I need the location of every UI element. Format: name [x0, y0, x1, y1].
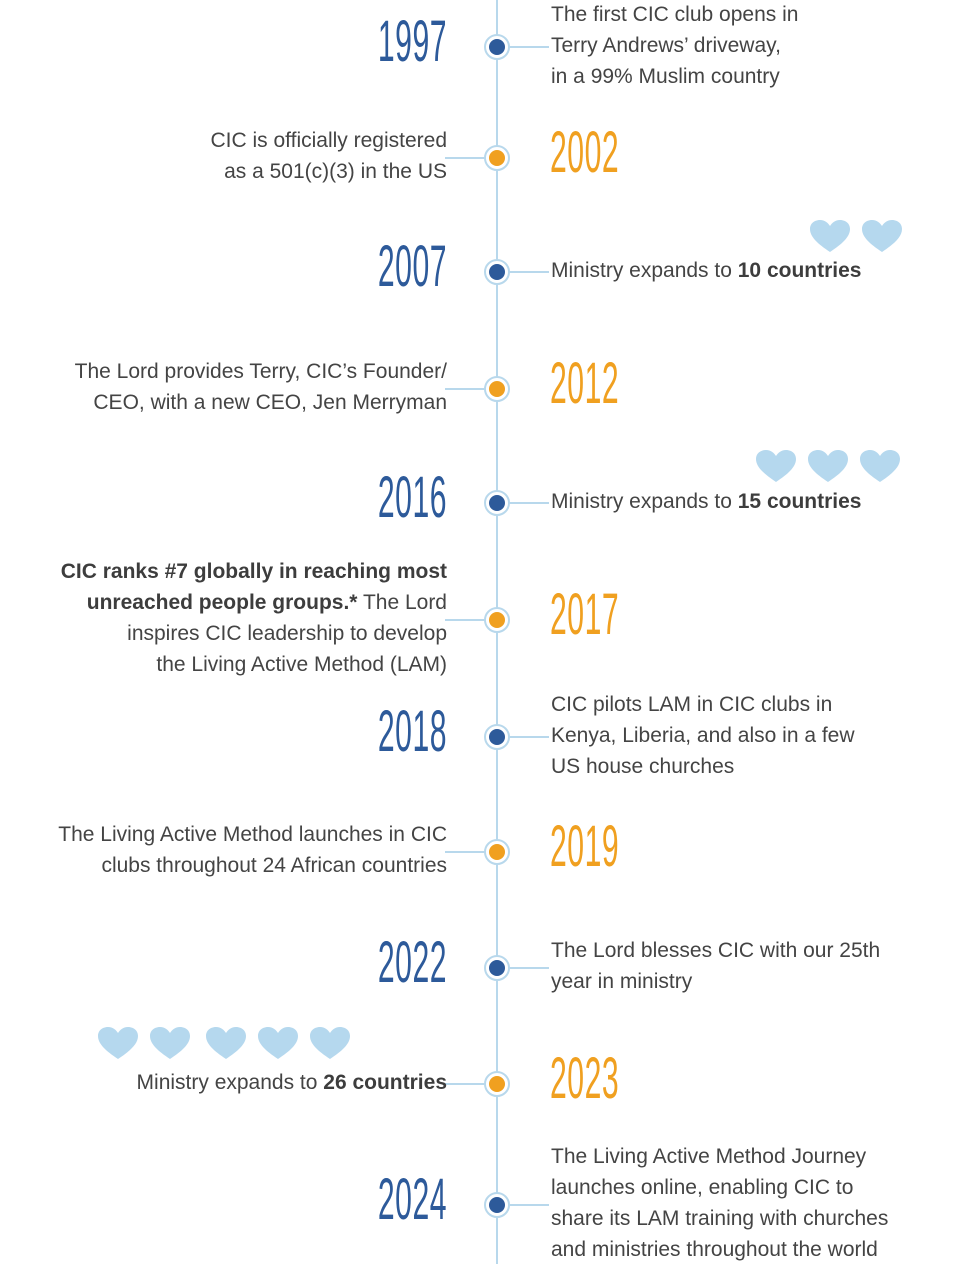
text: inspires CIC leadership to develop	[127, 622, 447, 645]
text: clubs throughout 24 African countries	[101, 854, 447, 877]
text: Ministry expands to	[551, 258, 738, 282]
text-line: The Lord provides Terry, CIC’s Founder/	[75, 356, 447, 387]
year: 2012	[550, 351, 620, 416]
event-text: Ministry expands to 26 countries	[137, 1067, 447, 1098]
text: and ministries throughout the world	[551, 1238, 878, 1261]
text-line: CEO, with a new CEO, Jen Merryman	[75, 387, 447, 418]
text-line: Ministry expands to 15 countries	[551, 486, 861, 517]
text-line: Ministry expands to 26 countries	[137, 1067, 447, 1098]
event-text: Ministry expands to 10 countries	[551, 255, 861, 286]
dot	[489, 150, 505, 166]
year: 2017	[550, 582, 620, 647]
event-text: CIC pilots LAM in CIC clubs in Kenya, Lib…	[551, 689, 855, 782]
year: 2002	[550, 120, 620, 185]
text-line: CIC pilots LAM in CIC clubs in	[551, 689, 855, 720]
year: 2023	[550, 1046, 620, 1111]
text: as a 501(c)(3) in the US	[224, 160, 447, 183]
text-line: the Living Active Method (LAM)	[61, 649, 447, 680]
text: The Lord blesses CIC with our 25th	[551, 939, 881, 962]
dot	[489, 960, 505, 976]
year: 2022	[377, 930, 447, 995]
text: The Living Active Method launches in CIC	[58, 823, 447, 846]
text: The first CIC club opens in	[551, 2, 799, 26]
event-text: The Living Active Method launches in CIC…	[58, 819, 447, 881]
text-line: launches online, enabling CIC to	[551, 1172, 888, 1203]
dot	[489, 264, 505, 280]
event-text: Ministry expands to 15 countries	[551, 486, 861, 517]
text-line: as a 501(c)(3) in the US	[210, 156, 447, 187]
event-text: The Lord blesses CIC with our 25th year i…	[551, 935, 880, 997]
bold-text: 10 countries	[737, 258, 862, 282]
text-line: Terry Andrews’ driveway,	[551, 30, 798, 61]
text: US house churches	[551, 754, 735, 778]
dot	[489, 612, 505, 628]
text-line: US house churches	[551, 751, 855, 782]
text-line: year in ministry	[551, 966, 880, 997]
bold-text: 26 countries	[323, 1070, 447, 1094]
text: The Living Active Method Journey	[551, 1145, 867, 1168]
text: share its LAM training with churches	[551, 1207, 889, 1230]
text: CEO, with a new CEO, Jen Merryman	[93, 391, 447, 414]
event-text: The Living Active Method Journey launches…	[551, 1141, 888, 1265]
text-line: CIC is officially registered	[210, 125, 447, 156]
text-line: The Lord blesses CIC with our 25th	[551, 935, 880, 966]
text: Terry Andrews’ driveway,	[551, 33, 781, 57]
year: 2019	[550, 814, 620, 879]
dot	[489, 1076, 505, 1092]
text-line: Ministry expands to 10 countries	[551, 255, 861, 286]
text-line: in a 99% Muslim country	[551, 61, 798, 92]
text: Ministry expands to	[551, 489, 738, 513]
year: 2024	[377, 1167, 447, 1232]
text: the Living Active Method (LAM)	[156, 653, 447, 676]
text: The Lord provides Terry, CIC’s Founder/	[74, 360, 447, 383]
event-text: CIC ranks #7 globally in reaching most un…	[61, 556, 447, 680]
text: in a 99% Muslim country	[551, 64, 780, 88]
dot	[489, 495, 505, 511]
year: 2018	[377, 699, 447, 764]
dot	[489, 381, 505, 397]
year: 2016	[377, 465, 447, 530]
text-line: clubs throughout 24 African countries	[58, 850, 447, 881]
text-line: The first CIC club opens in	[551, 0, 798, 30]
text: launches online, enabling CIC to	[551, 1176, 854, 1199]
year: 2007	[377, 234, 447, 299]
text-line: Kenya, Liberia, and also in a few	[551, 720, 855, 751]
text: year in ministry	[551, 970, 693, 993]
text: CIC pilots LAM in CIC clubs in	[551, 692, 833, 716]
year: 1997	[377, 9, 447, 74]
dot	[489, 729, 505, 745]
bold-text: unreached people groups.*	[86, 591, 358, 614]
text-line: The Living Active Method Journey	[551, 1141, 888, 1172]
text-line: unreached people groups.* The Lord	[61, 587, 447, 618]
bold-text: CIC ranks #7 globally in reaching most	[60, 560, 447, 583]
bold-text: 15 countries	[737, 489, 862, 513]
dot	[489, 844, 505, 860]
text: Kenya, Liberia, and also in a few	[551, 723, 855, 747]
event-text: CIC is officially registered as a 501(c)(…	[210, 125, 447, 187]
text-line: The Living Active Method launches in CIC	[58, 819, 447, 850]
event-text: The Lord provides Terry, CIC’s Founder/C…	[75, 356, 447, 418]
event-text: The first CIC club opens in Terry Andrews…	[551, 0, 798, 92]
text: Ministry expands to	[136, 1070, 324, 1094]
text-line: inspires CIC leadership to develop	[61, 618, 447, 649]
text-line: share its LAM training with churches	[551, 1203, 888, 1234]
dot	[489, 1197, 505, 1213]
dot	[489, 39, 505, 55]
text-line: CIC ranks #7 globally in reaching most	[61, 556, 447, 587]
text-line: and ministries throughout the world	[551, 1234, 888, 1265]
text: CIC is officially registered	[210, 129, 447, 152]
text: The Lord	[357, 591, 447, 614]
